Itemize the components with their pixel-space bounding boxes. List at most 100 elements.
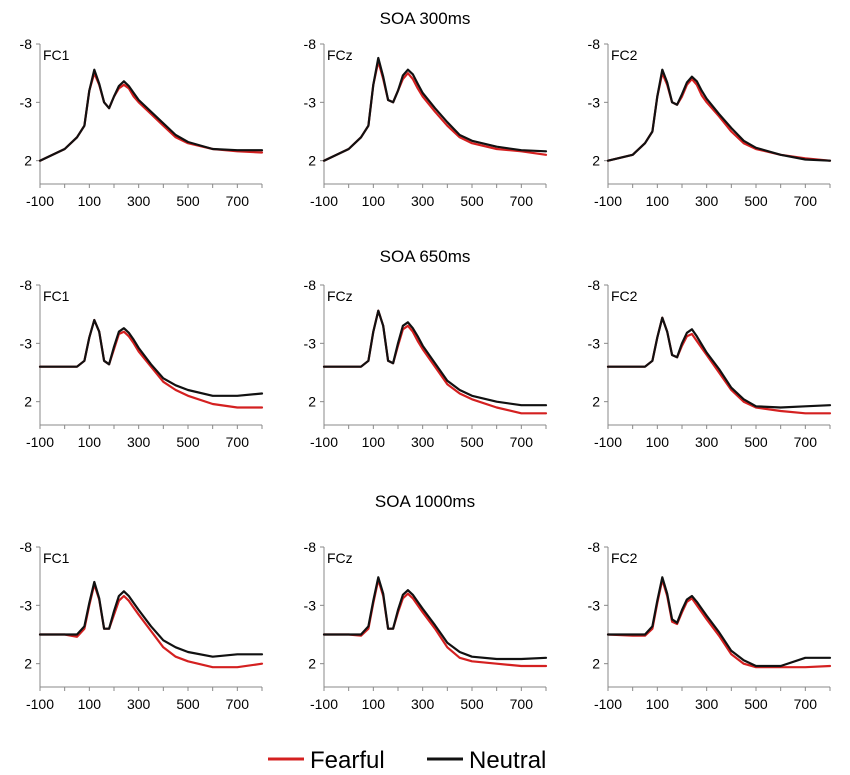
x-tick-label: 300	[695, 696, 719, 712]
y-tick-label: 2	[24, 656, 32, 672]
erp-panel: -8 -3 2 -100 100 300 500 700 FC2	[588, 539, 832, 712]
x-tick-label: 700	[226, 434, 250, 450]
y-tick-label: -8	[588, 36, 601, 52]
chart-row: SOA 300ms -8 -3 2 -100 100 300 500 700 FC1 -8 -3 2 -1…	[20, 9, 832, 209]
legend-fearful-label: Fearful	[310, 747, 385, 774]
x-tick-label: 700	[226, 193, 250, 209]
x-tick-label: 700	[510, 696, 534, 712]
x-tick-label: 700	[794, 434, 818, 450]
fearful-series-line	[322, 60, 548, 162]
electrode-label: FC1	[43, 550, 70, 566]
x-tick-label: -100	[310, 696, 338, 712]
x-tick-label: 500	[460, 696, 484, 712]
y-tick-label: 2	[308, 153, 316, 169]
x-tick-label: -100	[26, 193, 54, 209]
neutral-series-line	[606, 316, 832, 409]
x-tick-label: 300	[411, 434, 435, 450]
neutral-series-line	[322, 576, 548, 661]
x-tick-label: -100	[594, 193, 622, 209]
y-tick-label: -8	[20, 277, 33, 293]
x-tick-label: 700	[794, 193, 818, 209]
x-tick-label: 100	[362, 193, 386, 209]
y-tick-label: -8	[588, 277, 601, 293]
y-tick-label: -3	[20, 335, 33, 351]
x-tick-label: -100	[594, 434, 622, 450]
erp-panel: -8 -3 2 -100 100 300 500 700 FCz	[304, 36, 548, 209]
x-tick-label: 700	[794, 696, 818, 712]
neutral-series-line	[606, 576, 832, 668]
y-tick-label: -8	[20, 539, 33, 555]
y-tick-label: -3	[304, 94, 317, 110]
y-tick-label: -3	[588, 94, 601, 110]
y-tick-label: 2	[24, 153, 32, 169]
x-tick-label: 100	[646, 193, 670, 209]
erp-panel: -8 -3 2 -100 100 300 500 700 FC2	[588, 277, 832, 450]
y-tick-label: 2	[308, 656, 316, 672]
y-tick-label: 2	[592, 153, 600, 169]
y-tick-label: -3	[20, 597, 33, 613]
y-tick-label: -8	[304, 539, 317, 555]
electrode-label: FC1	[43, 47, 70, 63]
x-tick-label: 100	[78, 696, 102, 712]
x-tick-label: 300	[411, 193, 435, 209]
x-tick-label: 500	[176, 193, 200, 209]
neutral-series-line	[606, 68, 832, 162]
erp-panel: -8 -3 2 -100 100 300 500 700 FCz	[304, 277, 548, 450]
y-tick-label: -3	[588, 597, 601, 613]
electrode-label: FC2	[611, 47, 638, 63]
y-tick-label: -8	[20, 36, 33, 52]
x-tick-label: 500	[744, 434, 768, 450]
neutral-series-line	[38, 68, 264, 162]
y-tick-label: 2	[592, 656, 600, 672]
neutral-series-line	[322, 56, 548, 162]
x-tick-label: 500	[744, 696, 768, 712]
y-tick-label: -3	[304, 597, 317, 613]
x-tick-label: -100	[310, 193, 338, 209]
x-tick-label: 500	[460, 434, 484, 450]
x-tick-label: 500	[460, 193, 484, 209]
chart-row: SOA 650ms -8 -3 2 -100 100 300 500 700 FC1 -8 -3 2 -1…	[20, 247, 832, 450]
electrode-label: FC1	[43, 288, 70, 304]
x-tick-label: 700	[226, 696, 250, 712]
y-tick-label: -8	[304, 277, 317, 293]
x-tick-label: 100	[646, 434, 670, 450]
fearful-series-line	[38, 72, 264, 162]
x-tick-label: 500	[176, 696, 200, 712]
x-tick-label: 700	[510, 193, 534, 209]
x-tick-label: -100	[310, 434, 338, 450]
electrode-label: FC2	[611, 550, 638, 566]
legend-neutral-label: Neutral	[469, 747, 546, 774]
x-tick-label: 500	[744, 193, 768, 209]
legend: Fearful Neutral	[268, 747, 546, 774]
row-title: SOA 1000ms	[375, 492, 475, 511]
fearful-series-line	[322, 578, 548, 668]
x-tick-label: -100	[26, 696, 54, 712]
erp-panel: -8 -3 2 -100 100 300 500 700 FC1	[20, 277, 264, 450]
y-tick-label: 2	[592, 394, 600, 410]
x-tick-label: -100	[26, 434, 54, 450]
x-tick-label: 300	[695, 434, 719, 450]
y-tick-label: 2	[24, 394, 32, 410]
neutral-series-line	[38, 580, 264, 658]
y-tick-label: -8	[304, 36, 317, 52]
x-tick-label: 100	[362, 696, 386, 712]
x-tick-label: 100	[78, 434, 102, 450]
erp-panel: -8 -3 2 -100 100 300 500 700 FC1	[20, 36, 264, 209]
y-tick-label: -8	[588, 539, 601, 555]
y-tick-label: -3	[588, 335, 601, 351]
x-tick-label: 300	[127, 193, 151, 209]
x-tick-label: 300	[127, 434, 151, 450]
y-tick-label: -3	[304, 335, 317, 351]
row-title: SOA 650ms	[380, 247, 471, 266]
x-tick-label: 700	[510, 434, 534, 450]
x-tick-label: 300	[411, 696, 435, 712]
y-tick-label: -3	[20, 94, 33, 110]
electrode-label: FCz	[327, 288, 353, 304]
x-tick-label: 100	[646, 696, 670, 712]
chart-row: SOA 1000ms -8 -3 2 -100 100 300 500 700 FC1 -8 -3 2 -…	[20, 492, 832, 712]
erp-panel: -8 -3 2 -100 100 300 500 700 FC2	[588, 36, 832, 209]
fearful-series-line	[606, 316, 832, 415]
neutral-series-line	[322, 309, 548, 407]
electrode-label: FCz	[327, 550, 353, 566]
